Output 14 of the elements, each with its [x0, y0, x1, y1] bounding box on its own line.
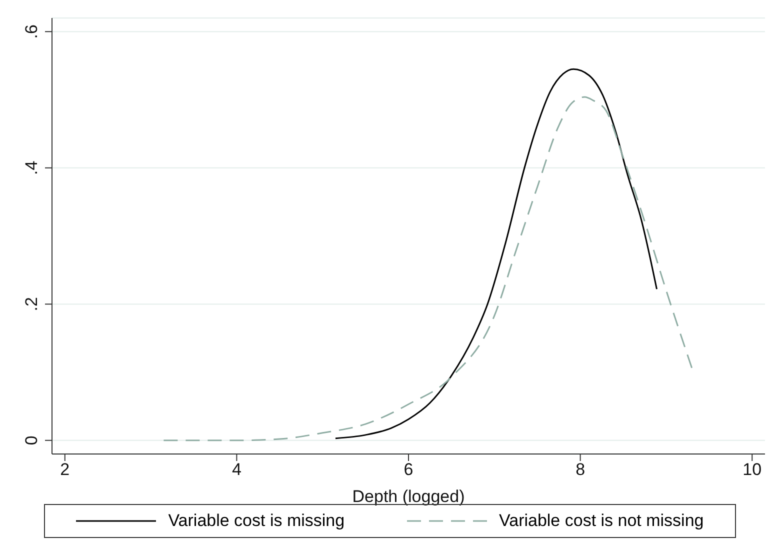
legend-label: Variable cost is missing [168, 511, 345, 531]
x-tick-label: 8 [576, 460, 586, 480]
y-tick-label: 0 [22, 436, 41, 446]
legend-label: Variable cost is not missing [499, 511, 704, 531]
y-tick-label: .4 [22, 160, 41, 175]
y-tick-label: .6 [22, 24, 41, 39]
x-tick-label: 2 [60, 460, 70, 480]
x-axis-title: Depth (logged) [352, 487, 465, 506]
line-series [334, 68, 658, 440]
line-series [162, 96, 694, 442]
x-tick-label: 6 [404, 460, 414, 480]
x-tick-label: 10 [742, 460, 762, 480]
x-tick-label: 4 [232, 460, 242, 480]
y-tick-label: .2 [22, 297, 41, 312]
